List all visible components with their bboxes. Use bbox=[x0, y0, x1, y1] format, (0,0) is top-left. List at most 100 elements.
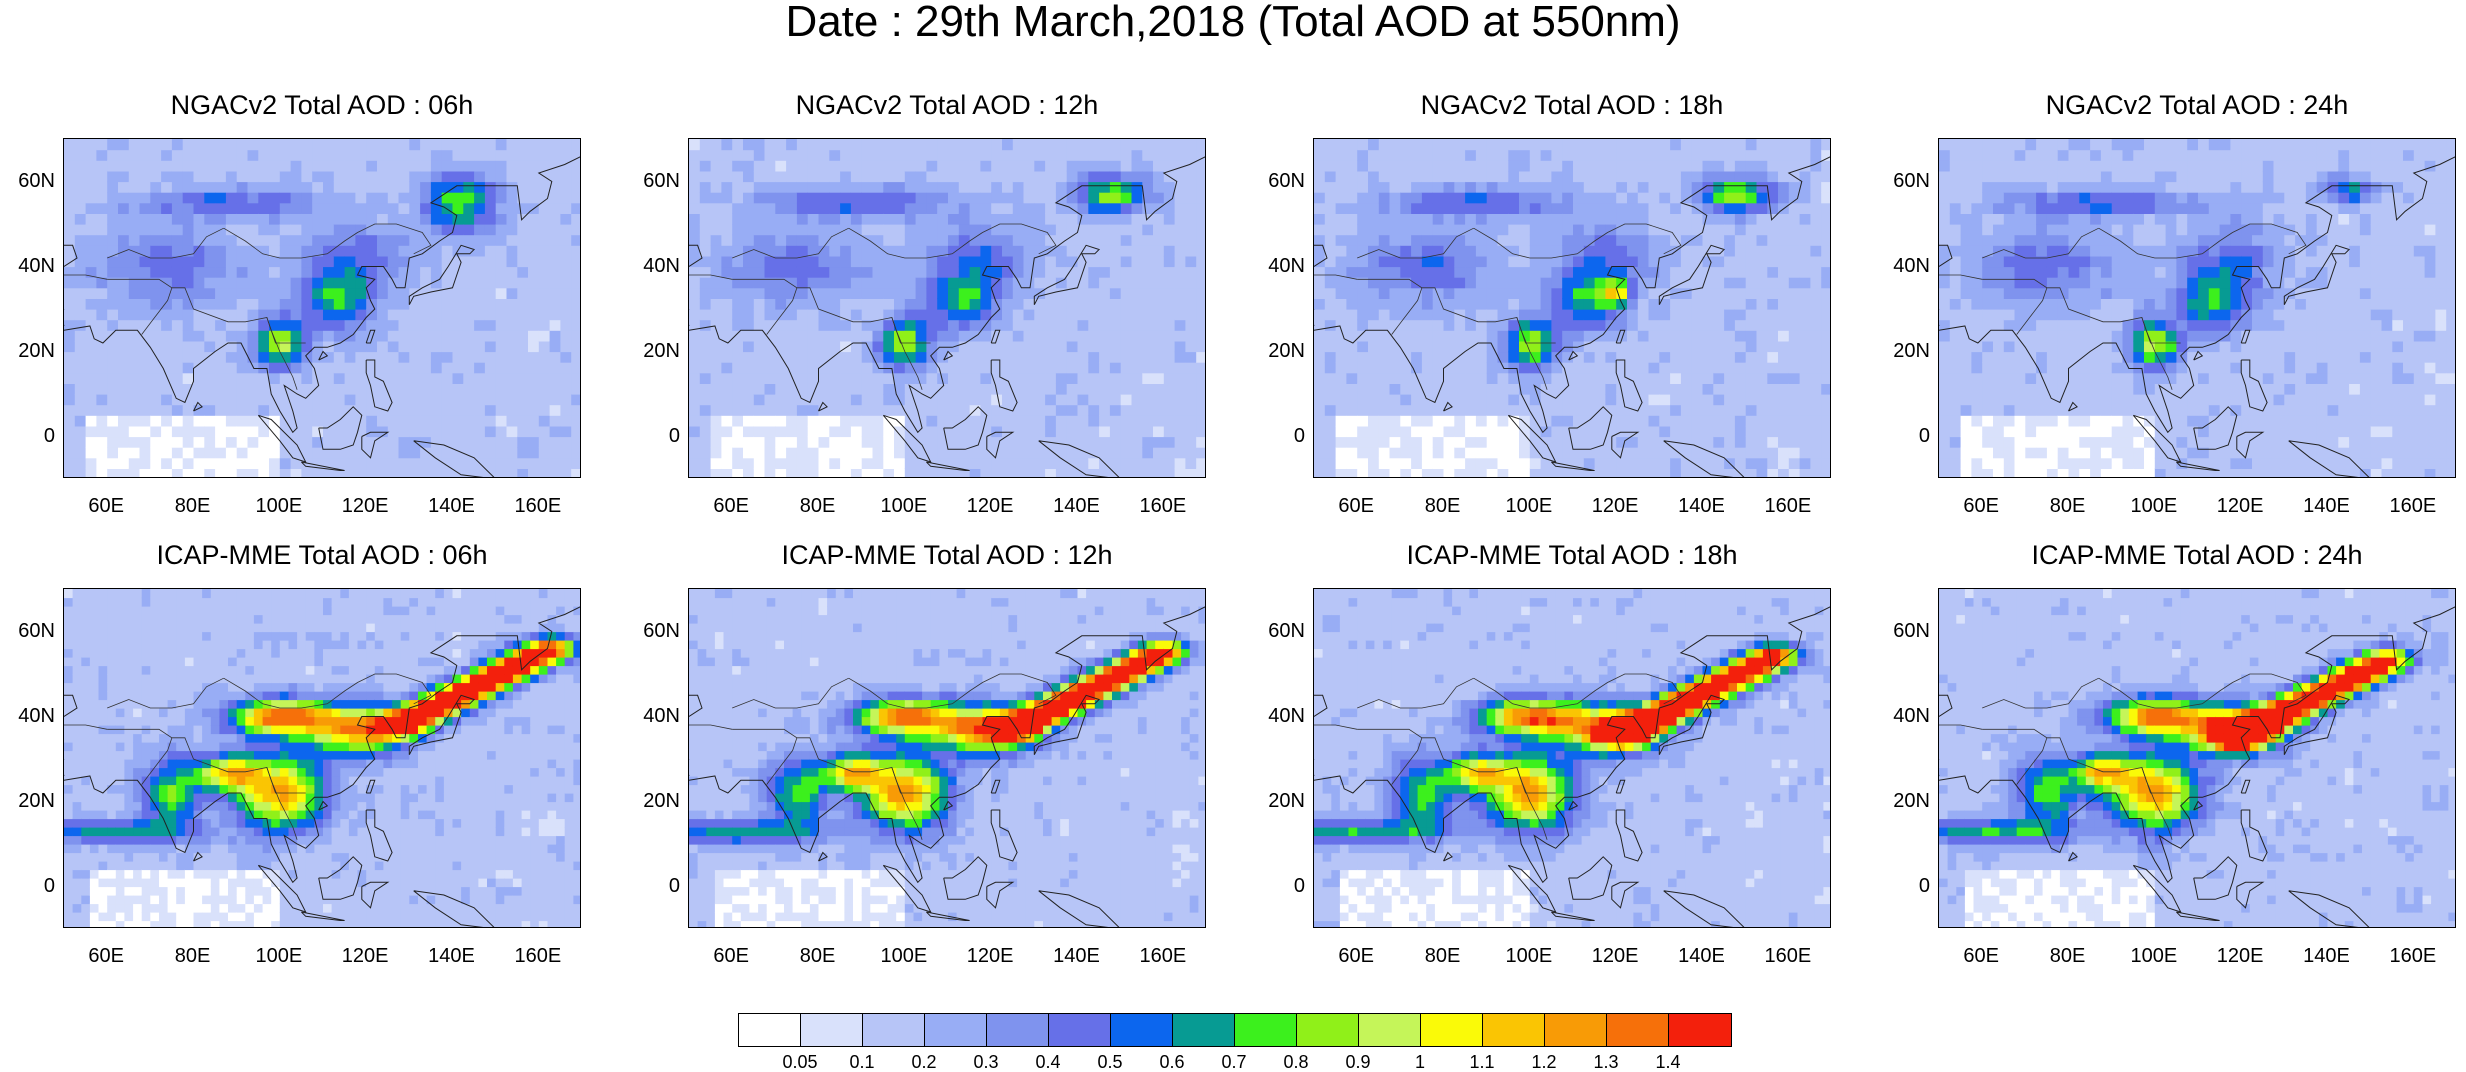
panel-title: ICAP-MME Total AOD : 06h bbox=[63, 540, 581, 570]
x-tick-label: 140E bbox=[417, 946, 487, 966]
x-tick-label: 80E bbox=[1408, 496, 1478, 516]
x-tick-label: 160E bbox=[1128, 946, 1198, 966]
y-tick-label: 20N bbox=[1874, 341, 1930, 361]
x-tick-label: 100E bbox=[869, 496, 939, 516]
y-tick-label: 40N bbox=[0, 706, 55, 726]
x-tick-label: 100E bbox=[1494, 946, 1564, 966]
colorbar-swatch bbox=[862, 1013, 926, 1047]
x-tick-label: 80E bbox=[158, 496, 228, 516]
y-tick-label: 40N bbox=[624, 706, 680, 726]
y-tick-label: 60N bbox=[1874, 621, 1930, 641]
colorbar-swatch bbox=[986, 1013, 1050, 1047]
x-tick-label: 160E bbox=[503, 496, 573, 516]
panel-title: NGACv2 Total AOD : 18h bbox=[1313, 90, 1831, 120]
aod-field bbox=[689, 139, 1206, 478]
colorbar-swatch bbox=[1048, 1013, 1112, 1047]
x-tick-label: 120E bbox=[330, 496, 400, 516]
colorbar-swatch bbox=[738, 1013, 802, 1047]
aod-field bbox=[64, 139, 581, 478]
y-tick-label: 60N bbox=[0, 621, 55, 641]
aod-map bbox=[1313, 588, 1831, 928]
colorbar-label: 0.8 bbox=[1266, 1053, 1326, 1071]
y-tick-label: 0 bbox=[0, 426, 55, 446]
aod-field bbox=[689, 589, 1206, 928]
y-tick-label: 40N bbox=[1249, 706, 1305, 726]
y-tick-label: 60N bbox=[1249, 171, 1305, 191]
colorbar-swatch bbox=[1296, 1013, 1360, 1047]
aod-map bbox=[1938, 138, 2456, 478]
x-tick-label: 160E bbox=[503, 946, 573, 966]
x-tick-label: 60E bbox=[1321, 496, 1391, 516]
y-tick-label: 0 bbox=[1249, 426, 1305, 446]
x-tick-label: 60E bbox=[71, 946, 141, 966]
x-tick-label: 120E bbox=[955, 946, 1025, 966]
x-tick-label: 120E bbox=[1580, 496, 1650, 516]
x-tick-label: 60E bbox=[1946, 946, 2016, 966]
y-tick-label: 0 bbox=[0, 876, 55, 896]
y-tick-label: 60N bbox=[1874, 171, 1930, 191]
aod-field bbox=[1939, 139, 2456, 478]
x-tick-label: 80E bbox=[783, 946, 853, 966]
x-tick-label: 120E bbox=[2205, 496, 2275, 516]
y-tick-label: 40N bbox=[1874, 706, 1930, 726]
x-tick-label: 140E bbox=[1667, 496, 1737, 516]
y-tick-label: 20N bbox=[1249, 341, 1305, 361]
x-tick-label: 80E bbox=[2033, 496, 2103, 516]
y-tick-label: 0 bbox=[624, 876, 680, 896]
x-tick-label: 100E bbox=[1494, 496, 1564, 516]
y-tick-label: 60N bbox=[624, 171, 680, 191]
x-tick-label: 160E bbox=[2378, 946, 2448, 966]
y-tick-label: 40N bbox=[1874, 256, 1930, 276]
colorbar-label: 1.2 bbox=[1514, 1053, 1574, 1071]
x-tick-label: 60E bbox=[1321, 946, 1391, 966]
x-tick-label: 80E bbox=[783, 496, 853, 516]
x-tick-label: 100E bbox=[244, 496, 314, 516]
colorbar-label: 0.3 bbox=[956, 1053, 1016, 1071]
y-tick-label: 20N bbox=[0, 341, 55, 361]
aod-field bbox=[1314, 589, 1831, 928]
colorbar-swatch bbox=[924, 1013, 988, 1047]
colorbar-swatch bbox=[1420, 1013, 1484, 1047]
x-tick-label: 60E bbox=[696, 496, 766, 516]
x-tick-label: 140E bbox=[1042, 946, 1112, 966]
y-tick-label: 20N bbox=[1874, 791, 1930, 811]
y-tick-label: 20N bbox=[624, 341, 680, 361]
colorbar-swatch bbox=[1482, 1013, 1546, 1047]
y-tick-label: 0 bbox=[1874, 426, 1930, 446]
x-tick-label: 100E bbox=[244, 946, 314, 966]
y-tick-label: 20N bbox=[0, 791, 55, 811]
y-tick-label: 20N bbox=[1249, 791, 1305, 811]
colorbar-swatch bbox=[1234, 1013, 1298, 1047]
x-tick-label: 100E bbox=[2119, 946, 2189, 966]
panel-title: NGACv2 Total AOD : 24h bbox=[1938, 90, 2456, 120]
colorbar-label: 0.05 bbox=[770, 1053, 830, 1071]
colorbar-label: 0.4 bbox=[1018, 1053, 1078, 1071]
x-tick-label: 60E bbox=[71, 496, 141, 516]
y-tick-label: 40N bbox=[0, 256, 55, 276]
y-tick-label: 0 bbox=[1249, 876, 1305, 896]
y-tick-label: 40N bbox=[1249, 256, 1305, 276]
panel-title: NGACv2 Total AOD : 06h bbox=[63, 90, 581, 120]
aod-map bbox=[63, 138, 581, 478]
colorbar-label: 0.1 bbox=[832, 1053, 892, 1071]
panel-title: ICAP-MME Total AOD : 24h bbox=[1938, 540, 2456, 570]
x-tick-label: 140E bbox=[417, 496, 487, 516]
colorbar-swatch bbox=[1358, 1013, 1422, 1047]
x-tick-label: 120E bbox=[330, 946, 400, 966]
figure-title: Date : 29th March,2018 (Total AOD at 550… bbox=[0, 0, 2466, 44]
colorbar-swatch bbox=[1110, 1013, 1174, 1047]
colorbar-swatch bbox=[1668, 1013, 1732, 1047]
colorbar-swatch bbox=[1172, 1013, 1236, 1047]
y-tick-label: 40N bbox=[624, 256, 680, 276]
colorbar-label: 0.9 bbox=[1328, 1053, 1388, 1071]
aod-map bbox=[688, 588, 1206, 928]
x-tick-label: 120E bbox=[1580, 946, 1650, 966]
panel-title: ICAP-MME Total AOD : 12h bbox=[688, 540, 1206, 570]
colorbar-label: 1.3 bbox=[1576, 1053, 1636, 1071]
colorbar-swatch bbox=[1606, 1013, 1670, 1047]
